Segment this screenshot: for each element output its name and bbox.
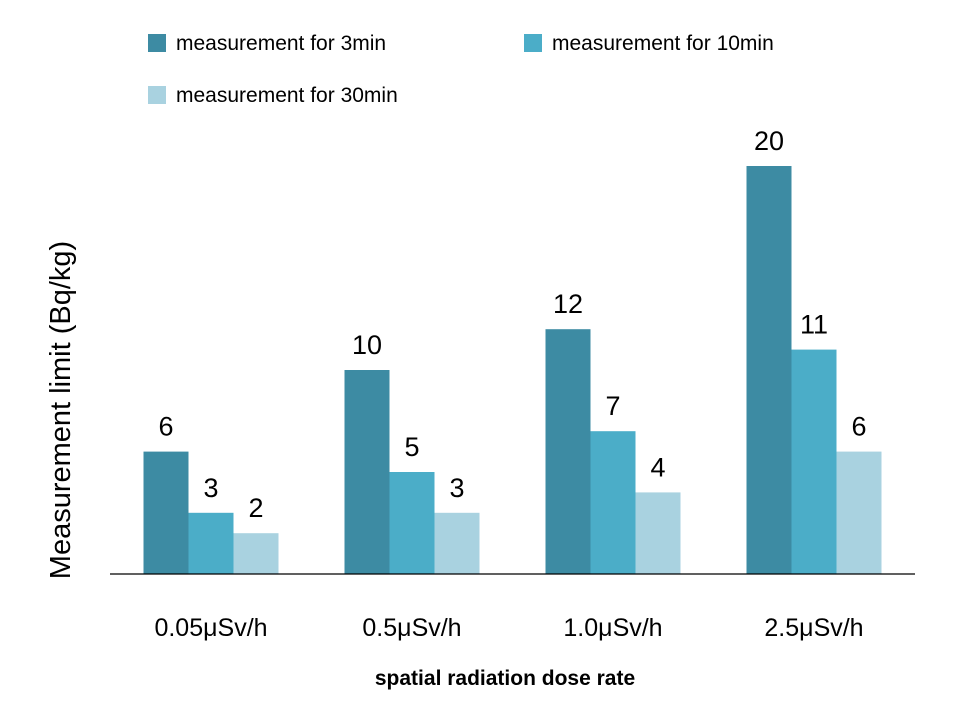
legend-label: measurement for 30min [176,84,398,107]
bar [188,512,234,574]
legend-swatch [148,34,166,52]
x-tick-labels: 0.05μSv/h 0.5μSv/h 1.0μSv/h 2.5μSv/h [154,614,863,642]
bar [590,431,636,574]
data-label: 4 [650,452,665,482]
bar [746,166,792,574]
legend-swatch [148,86,166,104]
data-label: 7 [605,391,620,421]
data-label: 3 [203,473,218,503]
bar [389,472,435,574]
data-label: 6 [851,412,866,442]
x-tick-label: 0.5μSv/h [362,614,461,642]
bar [836,451,882,574]
bar [791,349,837,574]
x-tick-label: 0.05μSv/h [154,614,267,642]
bar [545,329,591,574]
legend-item: measurement for 30min [148,84,398,107]
bar [143,451,189,574]
bars [143,166,882,574]
data-label: 11 [800,310,828,340]
legend-swatch [524,34,542,52]
data-label: 12 [553,289,583,319]
bar [344,370,390,574]
bar [434,512,480,574]
bar [233,533,279,574]
bar [635,492,681,574]
x-tick-label: 2.5μSv/h [764,614,863,642]
data-label: 10 [352,330,382,360]
x-axis-title: spatial radiation dose rate [375,667,635,690]
x-tick-label: 1.0μSv/h [563,614,662,642]
data-label: 5 [404,432,419,462]
data-label: 6 [158,412,173,442]
legend-item: measurement for 3min [148,32,386,55]
data-label: 3 [449,473,464,503]
y-axis-title: Measurement limit (Bq/kg) [45,241,77,579]
legend: measurement for 3min measurement for 10mi… [148,32,774,107]
legend-item: measurement for 10min [524,32,774,55]
legend-label: measurement for 10min [552,32,774,55]
data-label: 20 [754,126,784,156]
data-label: 2 [248,493,263,523]
legend-label: measurement for 3min [176,32,386,55]
